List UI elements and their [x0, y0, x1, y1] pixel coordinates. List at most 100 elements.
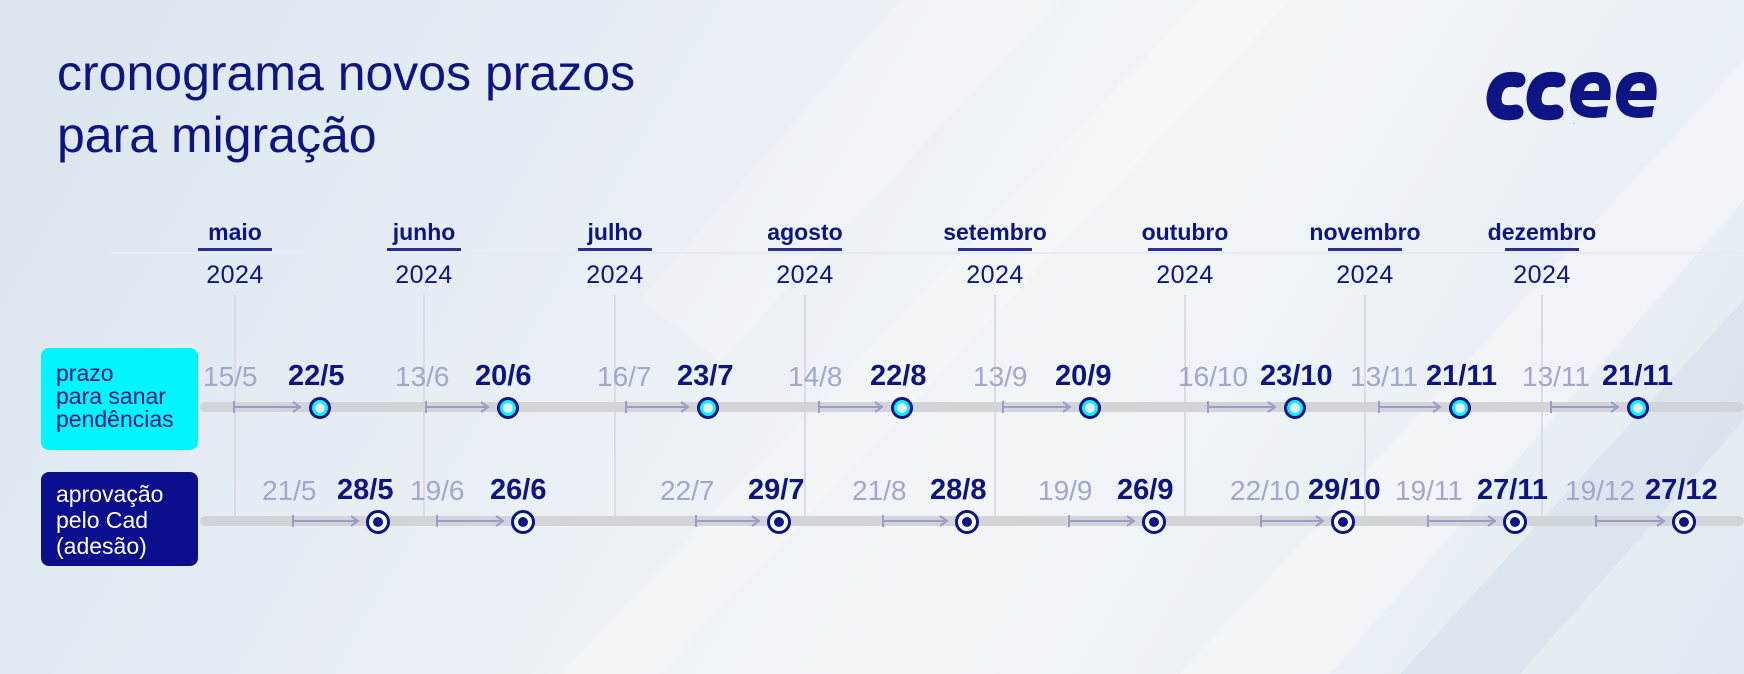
page-title: cronograma novos prazos para migração [57, 42, 635, 166]
month-year: 2024 [776, 261, 834, 289]
month-year: 2024 [1156, 261, 1214, 289]
milestone-start-date: 19/9 [1038, 475, 1093, 506]
arrow-icon [1207, 399, 1277, 415]
milestone-marker-icon [1627, 397, 1649, 419]
month-underline [768, 248, 842, 251]
month-header: dezembro 2024 [1462, 218, 1622, 290]
arrow-icon [818, 399, 884, 415]
milestone-start-date: 19/11 [1395, 475, 1463, 506]
month-year: 2024 [206, 261, 264, 289]
month-header: julho 2024 [535, 218, 695, 290]
month-year: 2024 [586, 261, 644, 289]
month-year: 2024 [966, 261, 1024, 289]
month-header: setembro 2024 [915, 218, 1075, 290]
milestone-marker-icon [1079, 397, 1101, 419]
month-name: outubro [1141, 219, 1229, 245]
milestone-start-date: 15/5 [203, 361, 258, 392]
arrow-icon [1595, 513, 1666, 529]
month-name: junho [392, 219, 456, 245]
arrow-icon [1550, 399, 1620, 415]
page-title-line-1: cronograma novos prazos [57, 45, 636, 101]
month-year: 2024 [1336, 261, 1394, 289]
milestone-deadline-date: 27/11 [1477, 474, 1548, 506]
arrow-icon [882, 513, 949, 529]
track-row-1 [200, 402, 1744, 412]
milestone-marker-icon [1672, 510, 1696, 534]
header-divider [110, 252, 1744, 254]
milestone-start-date: 16/10 [1178, 361, 1249, 392]
milestone-start-date: 13/11 [1350, 361, 1418, 392]
arrow-icon [292, 513, 360, 529]
milestone-start-date: 19/6 [410, 475, 465, 506]
row-label-line: pendências [56, 406, 174, 432]
arrow-icon [625, 399, 690, 415]
month-underline [578, 248, 652, 251]
row-label-line: prazo [56, 360, 114, 386]
milestone-deadline-date: 21/11 [1602, 360, 1673, 392]
milestone-marker-icon [1449, 397, 1471, 419]
arrow-icon [695, 513, 761, 529]
svg-text:ccee: ccee [1573, 123, 1576, 125]
milestone-deadline-date: 26/9 [1117, 474, 1174, 506]
milestone-start-date: 13/11 [1522, 361, 1590, 392]
month-underline [958, 248, 1032, 251]
milestone-deadline-date: 23/7 [677, 360, 734, 392]
ccee-logo: ccee [1486, 71, 1657, 125]
milestone-marker-icon [955, 510, 979, 534]
month-underline [198, 248, 272, 251]
milestone-marker-icon [767, 510, 791, 534]
milestone-start-date: 21/8 [852, 475, 907, 506]
milestone-marker-icon [366, 510, 390, 534]
month-header: novembro 2024 [1285, 218, 1445, 290]
milestone-deadline-date: 20/9 [1055, 360, 1112, 392]
milestone-marker-icon [891, 397, 913, 419]
page-title-line-2: para migração [57, 107, 377, 163]
milestone-marker-icon [1284, 397, 1306, 419]
milestone-deadline-date: 29/7 [748, 474, 805, 506]
month-name: setembro [943, 219, 1047, 245]
milestone-start-date: 22/7 [660, 475, 715, 506]
milestone-deadline-date: 22/8 [870, 360, 927, 392]
row-label-line: aprovação [56, 481, 164, 507]
month-year: 2024 [1513, 261, 1571, 289]
month-underline [1148, 248, 1222, 251]
month-underline [1505, 248, 1579, 251]
arrow-icon [1427, 513, 1497, 529]
milestone-marker-icon [511, 510, 535, 534]
row-label-line: para sanar [56, 383, 166, 409]
row-label-line: pelo Cad [56, 507, 149, 533]
milestone-start-date: 19/12 [1565, 475, 1636, 506]
arrow-icon [1260, 513, 1325, 529]
month-underline [387, 248, 461, 251]
arrow-icon [1002, 399, 1072, 415]
month-name: maio [208, 219, 262, 245]
milestone-deadline-date: 21/11 [1426, 360, 1497, 392]
row-label-prazo-pendencias: prazo para sanar pendências [41, 348, 198, 450]
milestone-start-date: 14/8 [788, 361, 843, 392]
month-name: novembro [1309, 219, 1421, 245]
month-underline [1328, 248, 1402, 251]
row-label-line: (adesão) [56, 533, 147, 559]
milestone-deadline-date: 23/10 [1260, 360, 1333, 392]
row-label-aprovacao-cad: aprovação pelo Cad (adesão) [41, 472, 198, 566]
milestone-marker-icon [497, 397, 519, 419]
milestone-marker-icon [697, 397, 719, 419]
arrow-icon [425, 399, 490, 415]
month-name: dezembro [1487, 219, 1597, 245]
milestone-deadline-date: 20/6 [475, 360, 532, 392]
month-header: maio 2024 [155, 218, 315, 290]
milestone-marker-icon [309, 397, 331, 419]
milestone-start-date: 13/9 [973, 361, 1028, 392]
month-year: 2024 [395, 261, 453, 289]
milestone-start-date: 16/7 [597, 361, 652, 392]
milestone-marker-icon [1503, 510, 1527, 534]
milestone-deadline-date: 28/5 [337, 474, 394, 506]
milestone-marker-icon [1331, 510, 1355, 534]
milestone-marker-icon [1142, 510, 1166, 534]
milestone-deadline-date: 27/12 [1645, 474, 1718, 506]
milestone-deadline-date: 28/8 [930, 474, 987, 506]
month-name: agosto [767, 219, 843, 245]
month-header: junho 2024 [344, 218, 504, 290]
arrow-icon [233, 399, 302, 415]
milestone-deadline-date: 29/10 [1308, 474, 1381, 506]
